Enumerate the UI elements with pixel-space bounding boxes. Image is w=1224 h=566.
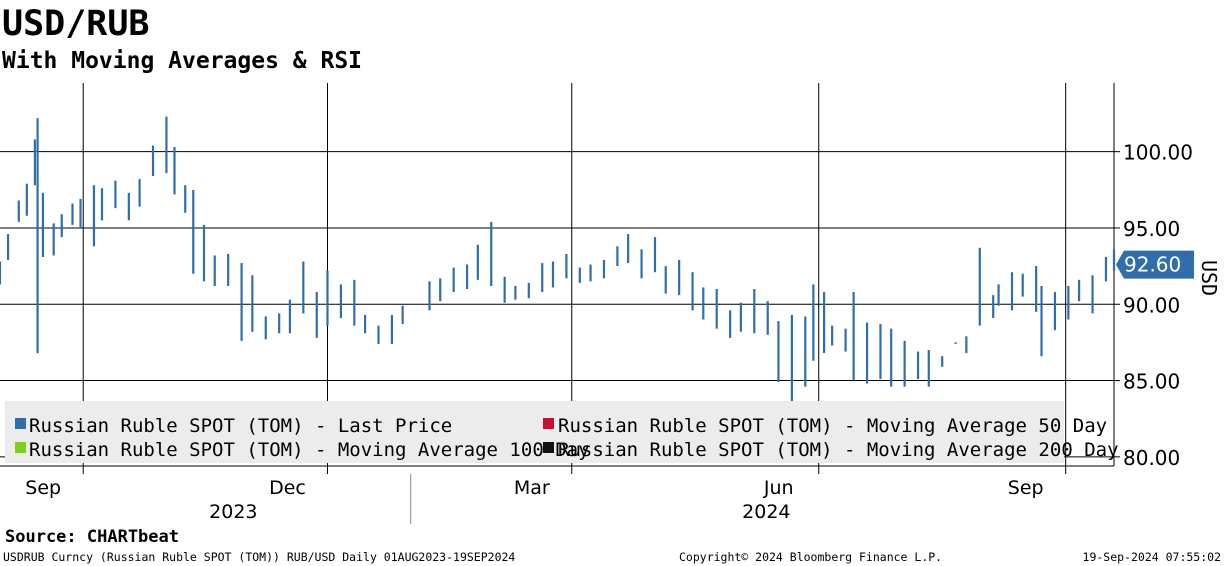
last-price-value: 92.60 xyxy=(1124,253,1181,277)
chart-subtitle: With Moving Averages & RSI xyxy=(2,48,362,74)
y-tick-label: 80.00 xyxy=(1123,446,1180,470)
x-tick-label: Mar xyxy=(514,477,550,499)
last-price-tag: 92.60 xyxy=(1116,250,1194,279)
legend-swatch-last-price xyxy=(15,418,26,429)
x-tick-label: Sep xyxy=(1008,477,1044,499)
ticker-description: USDRUB Curncy (Russian Ruble SPOT (TOM))… xyxy=(3,550,515,564)
copyright: Copyright© 2024 Bloomberg Finance L.P. xyxy=(679,550,942,564)
y-tick-label: 85.00 xyxy=(1123,370,1180,394)
legend-label-ma-50: Russian Ruble SPOT (TOM) - Moving Averag… xyxy=(558,415,1107,437)
year-label: 2024 xyxy=(742,501,790,523)
legend-label-last-price: Russian Ruble SPOT (TOM) - Last Price xyxy=(29,415,452,437)
x-tick-label: Sep xyxy=(25,477,61,499)
legend-label-ma-200: Russian Ruble SPOT (TOM) - Moving Averag… xyxy=(558,439,1119,461)
chart-title: USD/RUB xyxy=(2,4,150,44)
y-tick-label: 100.00 xyxy=(1123,141,1193,165)
y-axis-title: USD xyxy=(1197,260,1221,296)
legend-swatch-ma-200 xyxy=(543,442,554,453)
y-axis: 100.00 95.00 90.00 85.00 80.00 xyxy=(1114,141,1193,470)
y-tick-label: 95.00 xyxy=(1123,217,1180,241)
source-note: Source: CHARTbeat xyxy=(5,527,179,547)
legend: Russian Ruble SPOT (TOM) - Last Price Ru… xyxy=(5,401,1119,463)
y-tick-label: 90.00 xyxy=(1123,293,1180,317)
legend-background xyxy=(5,401,1064,463)
x-axis: Sep Dec Mar Jun Sep 2023 2024 xyxy=(25,466,1067,524)
price-bars xyxy=(0,116,1116,409)
legend-label-ma-100: Russian Ruble SPOT (TOM) - Moving Averag… xyxy=(29,439,590,461)
year-label: 2023 xyxy=(209,501,257,523)
legend-swatch-ma-100 xyxy=(15,442,26,453)
x-tick-label: Jun xyxy=(763,477,794,499)
x-tick-label: Dec xyxy=(269,477,306,499)
last-price-tag-shape xyxy=(1116,250,1194,279)
timestamp: 19-Sep-2024 07:55:02 xyxy=(1083,550,1221,564)
legend-swatch-ma-50 xyxy=(543,418,554,429)
